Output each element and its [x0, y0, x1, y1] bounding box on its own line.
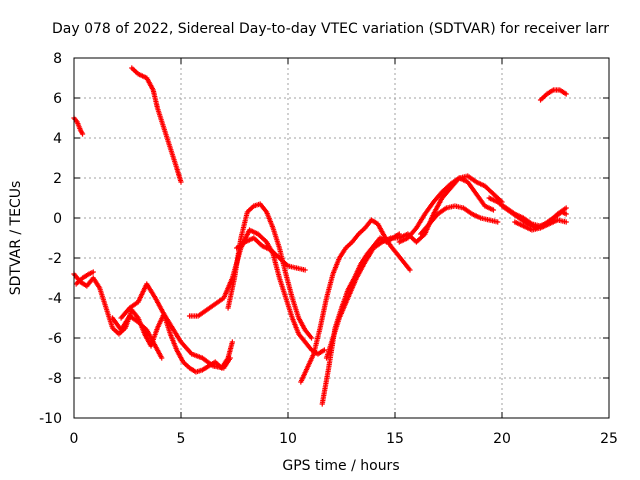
data-point: [563, 211, 569, 217]
series-arc-18: [537, 87, 569, 103]
data-point: [490, 207, 497, 213]
series-arc-13: [396, 175, 497, 245]
series-arc-7: [186, 227, 327, 357]
series-arc-14: [418, 203, 501, 237]
series-arc-5: [109, 313, 165, 361]
series-arc-12: [323, 173, 505, 361]
data-point: [79, 131, 86, 137]
x-tick-label: 5: [177, 431, 186, 447]
ticks-layer: 0 5 10 15 20 25 -10 -8 -6 -4 -2 0 2 4 6 8: [39, 51, 618, 447]
y-tick-label: -10: [39, 411, 62, 427]
chart-title: Day 078 of 2022, Sidereal Day-to-day VTE…: [52, 21, 609, 37]
x-tick-label: 25: [600, 431, 618, 447]
data-point: [495, 219, 501, 225]
data-point: [229, 339, 235, 345]
grid-layer: [74, 58, 609, 418]
data-point: [563, 91, 569, 97]
x-tick-label: 15: [386, 431, 404, 447]
plot-frame: [73, 57, 610, 419]
series-arc-1: [71, 115, 86, 137]
data-point: [563, 205, 569, 211]
y-tick-label: 2: [53, 171, 62, 187]
y-tick-label: 4: [53, 131, 62, 147]
data-point: [308, 335, 315, 341]
y-tick-label: -6: [48, 331, 62, 347]
series-arc-16: [499, 203, 569, 231]
y-tick-label: -2: [48, 251, 62, 267]
data-point: [159, 355, 165, 361]
series-arc-4: [118, 281, 233, 371]
series-arc-9: [234, 235, 308, 273]
data-point: [563, 219, 569, 225]
x-axis-title: GPS time / hours: [282, 458, 399, 474]
y-tick-label: -8: [48, 371, 62, 387]
x-tick-label: 10: [279, 431, 297, 447]
marks-layer: [71, 65, 569, 407]
y-tick-label: 0: [53, 211, 62, 227]
series-arc-2: [129, 65, 184, 185]
x-tick-label: 0: [70, 431, 79, 447]
data-point: [90, 269, 96, 275]
series-arc-3: [71, 271, 235, 375]
series-arc-8: [225, 201, 315, 341]
y-tick-label: 8: [53, 51, 62, 67]
data-point: [302, 267, 308, 273]
y-tick-label: 6: [53, 91, 62, 107]
series-arc-10: [298, 217, 413, 385]
x-tick-label: 20: [493, 431, 511, 447]
data-point: [321, 347, 327, 353]
data-point: [407, 267, 413, 273]
series-arc-6: [73, 269, 96, 287]
data-point: [178, 179, 184, 185]
series-arc-17: [512, 217, 569, 233]
data-point: [227, 355, 233, 361]
y-tick-label: -4: [48, 291, 62, 307]
y-axis-title: SDTVAR / TECUs: [8, 181, 24, 296]
